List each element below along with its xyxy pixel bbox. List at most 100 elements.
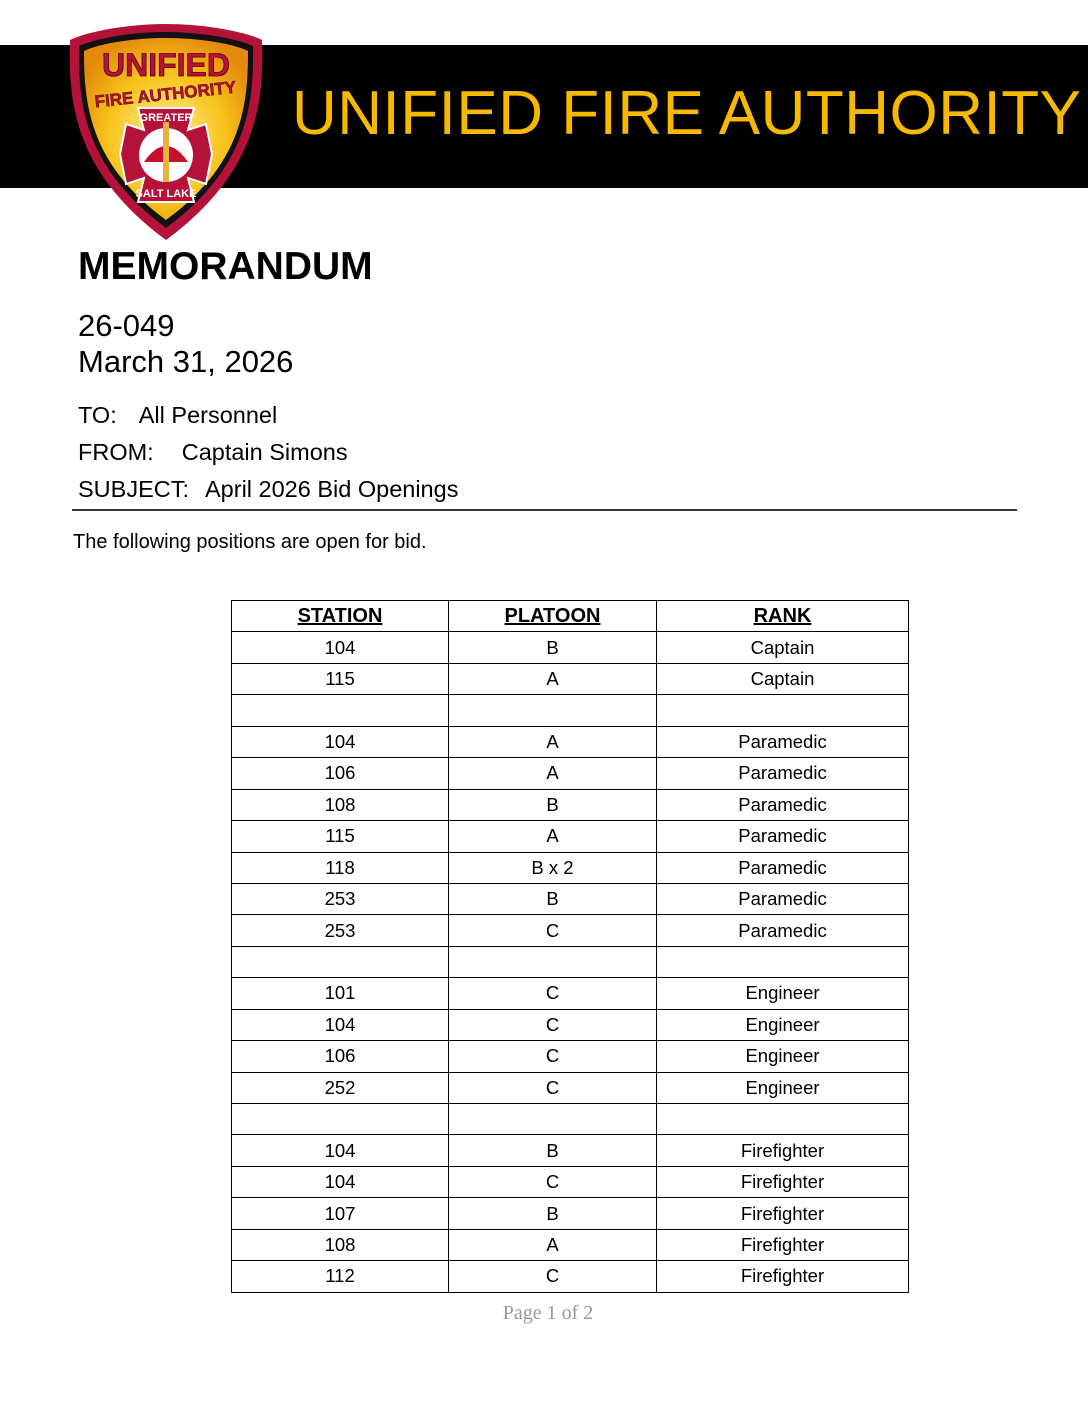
header-station: STATION [231,599,449,633]
platoon-cell: B [448,1197,657,1230]
from-value: Captain Simons [181,439,348,465]
rank-cell: Captain [656,662,909,696]
platoon-cell: C [448,1071,657,1105]
station-cell: 107 [231,1197,449,1230]
memo-number: 26-049 [78,308,175,343]
platoon-cell: A [448,662,657,696]
station-cell [231,694,449,727]
station-cell: 115 [231,662,449,696]
rank-cell: Engineer [656,977,909,1010]
table-row: 104 A Paramedic [231,725,909,759]
table-row: 115 A Captain [231,662,909,696]
station-cell: 104 [231,725,449,759]
table-row: 104 B Firefighter [231,1134,909,1167]
rank-cell: Paramedic [656,882,909,916]
rank-cell [656,945,909,979]
subject-line: SUBJECT: April 2026 Bid Openings [78,476,458,503]
rank-cell [656,694,909,727]
bid-openings-table: STATION PLATOON RANK 104 B Captain 115 A Capt… [231,599,909,1293]
table-row: 108 A Firefighter [231,1228,909,1262]
platoon-cell: B x 2 [448,851,657,884]
rank-cell: Firefighter [656,1165,909,1199]
rank-cell: Firefighter [656,1228,909,1262]
from-label: FROM: [78,439,154,465]
platoon-cell: A [448,725,657,759]
station-cell [231,945,449,979]
to-label: TO: [78,402,117,428]
rank-cell: Firefighter [656,1197,909,1230]
from-line: FROM: Captain Simons [78,439,348,466]
table-row: 101 C Engineer [231,977,909,1010]
station-cell: 104 [231,1134,449,1167]
platoon-cell: B [448,1134,657,1167]
platoon-cell: B [448,788,657,822]
rank-cell: Engineer [656,1008,909,1042]
subject-value: April 2026 Bid Openings [205,476,459,502]
rank-cell: Engineer [656,1071,909,1105]
rank-cell: Paramedic [656,757,909,790]
svg-text:SALT LAKE: SALT LAKE [136,188,197,200]
platoon-cell: B [448,882,657,916]
rank-cell: Engineer [656,1040,909,1073]
platoon-cell: C [448,1260,657,1293]
platoon-cell: A [448,1228,657,1262]
table-row: 106 A Paramedic [231,757,909,790]
station-cell: 253 [231,882,449,916]
table-row: 252 C Engineer [231,1071,909,1105]
platoon-cell: A [448,757,657,790]
memo-date: March 31, 2026 [78,344,294,379]
station-cell: 118 [231,851,449,884]
table-row: 115 A Paramedic [231,820,909,853]
rank-cell: Paramedic [656,725,909,759]
platoon-cell: A [448,820,657,853]
table-row [231,945,909,979]
rank-cell: Firefighter [656,1260,909,1293]
rank-cell: Captain [656,631,909,664]
to-line: TO: All Personnel [78,402,277,429]
station-cell: 104 [231,631,449,664]
table-header-row: STATION PLATOON RANK [231,599,909,633]
memo-title: MEMORANDUM [78,245,373,288]
divider [72,509,1017,511]
station-cell: 104 [231,1165,449,1199]
table-row: 253 B Paramedic [231,882,909,916]
rank-cell: Paramedic [656,914,909,947]
svg-text:GREATER: GREATER [140,112,193,124]
station-cell: 252 [231,1071,449,1105]
table-row: 104 C Engineer [231,1008,909,1042]
station-cell: 106 [231,1040,449,1073]
intro-text: The following positions are open for bid… [73,531,427,553]
page-number: Page 1 of 2 [502,1302,594,1324]
platoon-cell [448,694,657,727]
table-row: 104 B Captain [231,631,909,664]
table-row: 253 C Paramedic [231,914,909,947]
station-cell [231,1102,449,1136]
platoon-cell [448,945,657,979]
platoon-cell: C [448,1165,657,1199]
station-cell: 101 [231,977,449,1010]
platoon-cell: C [448,1040,657,1073]
station-cell: 112 [231,1260,449,1293]
subject-label: SUBJECT: [78,476,189,502]
organization-title: UNIFIED FIRE AUTHORITY [292,79,1082,148]
platoon-cell: C [448,914,657,947]
header-rank: RANK [656,599,909,633]
station-cell: 108 [231,788,449,822]
svg-text:UNIFIED: UNIFIED [102,47,230,83]
rank-cell: Firefighter [656,1134,909,1167]
station-cell: 108 [231,1228,449,1262]
platoon-cell: C [448,977,657,1010]
table-row [231,694,909,727]
table-row: 118 B x 2 Paramedic [231,851,909,884]
rank-cell [656,1102,909,1136]
table-row: 106 C Engineer [231,1040,909,1073]
to-value: All Personnel [138,402,278,428]
unified-fire-authority-logo: UNIFIED FIRE AUTHORITY GREATER SALT LAKE [69,24,263,240]
rank-cell: Paramedic [656,851,909,884]
platoon-cell: C [448,1008,657,1042]
table-row: 108 B Paramedic [231,788,909,822]
table-row [231,1102,909,1136]
rank-cell: Paramedic [656,820,909,853]
station-cell: 104 [231,1008,449,1042]
header-platoon: PLATOON [448,599,657,633]
